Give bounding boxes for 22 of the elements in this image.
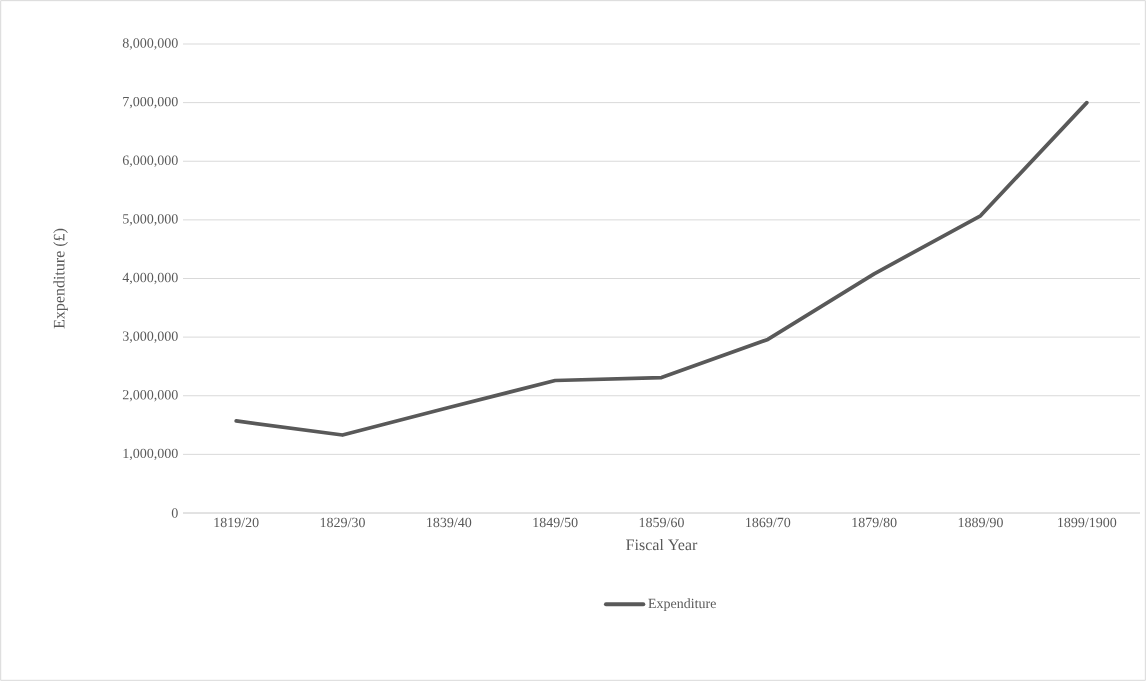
x-tick-label: 1839/40 (427, 517, 472, 528)
x-tick-label: 1829/30 (320, 517, 365, 528)
y-axis-title: Expenditure (£) (53, 228, 68, 329)
x-tick-label: 1889/90 (958, 517, 1003, 528)
y-tick-label: 6,000,000 (122, 155, 178, 167)
x-tick-label: 1849/50 (533, 517, 578, 528)
x-tick-label: 1819/20 (214, 517, 259, 528)
y-tick-label: 5,000,000 (123, 214, 178, 226)
x-tick-label: 1859/60 (639, 517, 684, 528)
x-tick-label: 1899/1900 (1058, 517, 1117, 528)
x-tick-label: 1869/70 (746, 517, 791, 528)
y-tick-label: 3,000,000 (122, 331, 178, 343)
y-tick-label: 8,000,000 (122, 38, 178, 50)
y-tick-label: 1,000,000 (123, 448, 178, 461)
y-tick-label: 0 (171, 508, 178, 518)
line-series (234, 100, 1089, 437)
y-tick-label: 4,000,000 (122, 272, 178, 285)
y-tick-label: 2,000,000 (122, 390, 178, 402)
y-tick-label: 7,000,000 (123, 96, 178, 109)
x-axis-title: Fiscal Year (626, 538, 698, 551)
x-tick-label: 1879/80 (852, 517, 897, 528)
legend-label: Expenditure (648, 598, 716, 611)
